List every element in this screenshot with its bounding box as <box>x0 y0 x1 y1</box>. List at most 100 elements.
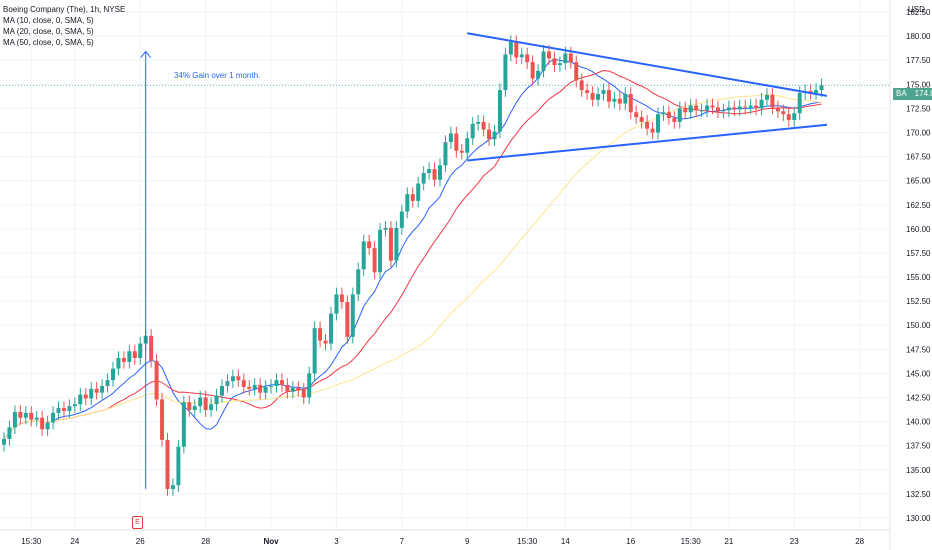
candle-body <box>596 93 601 100</box>
price-tick-label: 132.50 <box>906 490 931 499</box>
candle-body <box>492 131 497 140</box>
candle-body <box>459 150 464 153</box>
ma50-label: MA (50, close, 0, SMA, 5) <box>3 38 94 47</box>
candle-body <box>209 404 214 411</box>
candle-body <box>427 169 432 173</box>
last-price-symbol: BA <box>896 89 907 98</box>
candle-body <box>252 384 257 389</box>
candle-body <box>378 229 383 273</box>
candle-body <box>350 294 355 337</box>
candle-body <box>432 169 437 180</box>
candle-body <box>318 328 323 341</box>
candle-body <box>814 90 819 93</box>
price-tick-label: 170.00 <box>906 129 931 138</box>
candle-body <box>394 227 399 261</box>
ma20-line <box>3 69 822 440</box>
candle-body <box>263 386 268 393</box>
candle-body <box>465 138 470 153</box>
candle-body <box>61 408 66 411</box>
triangle-upper-line <box>467 32 828 97</box>
candle-body <box>241 380 246 387</box>
price-tick-label: 155.00 <box>906 273 931 282</box>
candle-body <box>699 110 704 112</box>
time-tick-label: 28 <box>855 537 864 546</box>
ma10-line <box>3 58 822 440</box>
candle-body <box>40 417 45 430</box>
price-tick-label: 182.50 <box>906 8 931 17</box>
candle-body <box>89 388 94 399</box>
candle-body <box>508 41 513 55</box>
candle-body <box>165 439 170 490</box>
currency-label: USD <box>908 5 925 14</box>
candle-body <box>645 121 650 129</box>
candle-body <box>786 114 791 120</box>
candle-body <box>7 427 12 439</box>
candle-body <box>372 248 377 273</box>
candle-body <box>617 98 622 104</box>
candle-body <box>198 397 203 407</box>
gain-annotation: 34% Gain over 1 month. <box>174 71 261 80</box>
earnings-marker[interactable]: E <box>132 516 143 529</box>
candle-body <box>612 98 617 102</box>
candle-body <box>743 106 748 108</box>
chart-legend: Boeing Company (The), 1h, NYSE MA (10, c… <box>3 4 125 48</box>
candle-body <box>476 121 481 124</box>
candle-body <box>334 294 339 314</box>
candle-body <box>160 399 165 440</box>
candle-body <box>94 388 99 393</box>
candle-body <box>503 54 508 91</box>
price-tick-label: 137.50 <box>906 442 931 451</box>
time-tick-label: 28 <box>201 537 210 546</box>
candle-body <box>519 54 524 58</box>
time-tick-label: 21 <box>724 537 733 546</box>
candle-body <box>307 373 312 398</box>
time-tick-label: 23 <box>790 537 799 546</box>
candle-body <box>656 114 660 133</box>
candle-body <box>111 368 115 381</box>
candle-body <box>765 94 769 100</box>
candle-body <box>78 394 83 405</box>
price-tick-label: 140.00 <box>906 418 931 427</box>
candle-body <box>683 108 688 113</box>
candle-body <box>775 107 780 112</box>
candle-body <box>421 172 426 184</box>
candle-body <box>72 404 77 407</box>
candle-body <box>29 412 34 420</box>
candle-body <box>132 351 137 358</box>
candle-body <box>661 112 666 115</box>
candle-body <box>192 406 197 411</box>
candle-body <box>176 446 181 486</box>
gain-arrow-head <box>140 50 152 58</box>
candle-body <box>481 121 486 130</box>
candle-body <box>547 51 551 59</box>
candle-body <box>705 105 710 111</box>
time-tick-label: 14 <box>561 537 570 546</box>
candle-body <box>666 112 671 119</box>
candle-body <box>399 211 404 228</box>
candle-body <box>563 53 568 64</box>
ma20-label: MA (20, close, 0, SMA, 5) <box>3 27 94 36</box>
candle-body <box>345 302 350 337</box>
candle-body <box>568 53 573 63</box>
candle-body <box>225 381 230 386</box>
price-tick-label: 130.00 <box>906 514 931 523</box>
candle-body <box>138 343 143 358</box>
time-tick-label: 3 <box>334 537 339 546</box>
candle-body <box>590 92 595 100</box>
candle-body <box>552 58 557 66</box>
candle-body <box>56 408 61 413</box>
candle-body <box>236 376 241 381</box>
price-tick-label: 180.00 <box>906 32 931 41</box>
candle-body <box>203 397 208 411</box>
candle-body <box>339 294 344 303</box>
candle-body <box>388 227 393 261</box>
time-tick-label: 16 <box>626 537 635 546</box>
candle-body <box>715 107 720 112</box>
candle-body <box>323 340 328 344</box>
price-tick-label: 167.50 <box>906 153 931 162</box>
candle-body <box>688 105 693 113</box>
candle-body <box>585 90 590 93</box>
candle-body <box>639 117 644 122</box>
candle-body <box>356 269 361 295</box>
